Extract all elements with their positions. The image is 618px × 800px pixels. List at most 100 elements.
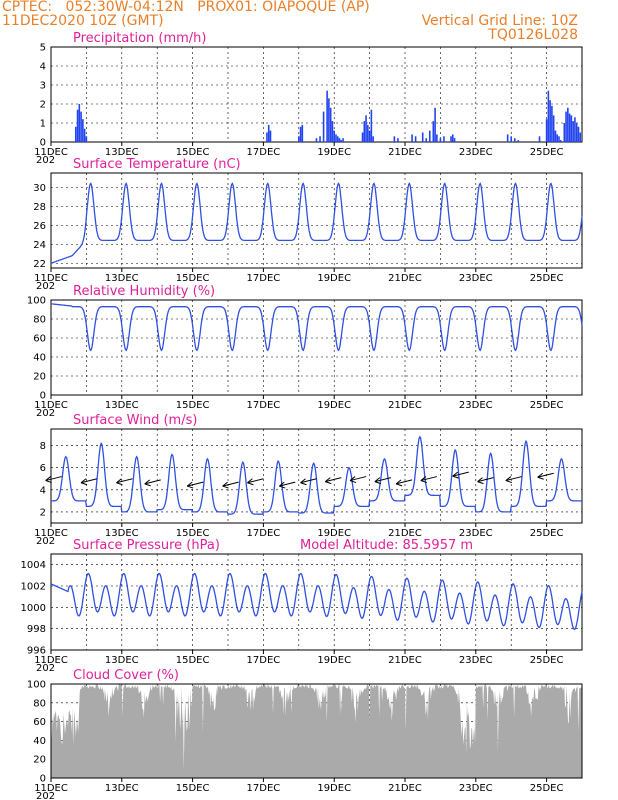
wind-speed-line [51, 435, 582, 515]
x-tick-label: 15DEC [176, 528, 210, 539]
x-tick-label: 17DEC [247, 783, 281, 794]
y-tick-label: 5 [40, 43, 46, 54]
precip-bar [361, 132, 364, 142]
panel-3: 0 20 40 60 80 100 11DEC 13DEC 15DEC 17DEC 19DEC 21D… [27, 284, 583, 419]
x-tick-label: 11DEC [34, 655, 68, 666]
y-tick-label: 24 [33, 240, 46, 251]
precip-bar [301, 124, 304, 142]
year-label: 202 [36, 791, 55, 800]
panel-1: 0 1 2 3 4 5 11DEC 13DEC 15DEC 17DEC 19DEC 21DEC 23DE… [34, 31, 583, 166]
precip-bar [326, 90, 328, 142]
precip-bar [328, 98, 330, 142]
precip-bar [414, 136, 417, 142]
precip-bar [556, 134, 559, 142]
x-tick-label: 11DEC [34, 147, 68, 158]
cloud-area [51, 684, 582, 778]
wind-vector-head [420, 476, 428, 484]
x-tick-label: 15DEC [176, 273, 210, 284]
wind-vector-head [349, 476, 357, 484]
precip-bar [319, 136, 321, 142]
x-tick-label: 25DEC [530, 400, 564, 411]
x-tick-label: 13DEC [105, 528, 139, 539]
header-date: 11DEC2020 10Z (GMT) [2, 13, 164, 29]
x-tick-label: 11DEC [34, 273, 68, 284]
precip-bar [74, 126, 77, 142]
wind-vector [279, 481, 296, 487]
precip-bar [552, 115, 555, 142]
panel-2: 22 24 26 28 30 11DEC 13DEC 15DEC 17DEC 19DEC 21DEC… [33, 157, 583, 292]
wind-vector [349, 476, 367, 482]
x-tick-label: 25DEC [530, 273, 564, 284]
precip-bar [563, 123, 566, 142]
x-tick-label: 15DEC [176, 147, 210, 158]
panel-frame [50, 683, 583, 779]
precip-bar [83, 128, 86, 142]
panel-frame [50, 553, 583, 651]
y-tick-label: 1 [40, 119, 46, 130]
precip-bar [558, 136, 560, 142]
wind-vector-head [80, 478, 88, 486]
precip-bar [298, 136, 300, 142]
panel-title: Surface Wind (m/s) [73, 413, 197, 428]
panel-frame [50, 428, 583, 524]
x-tick-label: 23DEC [459, 783, 493, 794]
precip-bar [428, 130, 431, 142]
wind-vector [420, 476, 437, 482]
precip-bar [85, 136, 88, 142]
wind-vector-head [247, 478, 254, 486]
precip-bar [315, 138, 318, 142]
wind-vector [374, 477, 391, 483]
precip-bar [267, 124, 270, 142]
wind-vector-head [45, 476, 52, 484]
precip-bar [570, 115, 573, 142]
wind-vector [144, 479, 161, 485]
x-tick-label: 25DEC [530, 783, 564, 794]
precip-bar [335, 134, 337, 142]
y-tick-label: 6 [40, 463, 46, 474]
precip-bar [517, 140, 520, 142]
precip-bar [76, 109, 79, 142]
precip-bar [451, 134, 454, 142]
precip-bar [370, 109, 373, 142]
precip-bar [538, 136, 541, 142]
precip-bar [342, 138, 344, 142]
x-tick-label: 25DEC [530, 528, 564, 539]
precip-bar [338, 138, 341, 142]
year-label: 202 [36, 663, 55, 674]
x-tick-label: 17DEC [247, 528, 281, 539]
y-tick-label: 30 [33, 183, 46, 194]
x-tick-label: 19DEC [317, 273, 351, 284]
panel-title: Precipitation (mm/h) [73, 31, 206, 46]
y-tick-label: 26 [33, 221, 46, 232]
precip-bar [436, 134, 438, 142]
precip-bar [577, 126, 580, 142]
y-tick-label: 40 [33, 353, 46, 364]
x-tick-label: 15DEC [176, 783, 210, 794]
x-tick-label: 15DEC [176, 400, 210, 411]
precip-bar [554, 130, 557, 142]
precip-bar [559, 140, 562, 142]
precip-bar [82, 119, 84, 142]
x-tick-label: 21DEC [388, 273, 422, 284]
wind-vector-head [395, 479, 403, 487]
wind-vector-head [505, 476, 512, 484]
y-tick-label: 1004 [21, 560, 46, 571]
precip-bar [510, 136, 512, 142]
precip-bar [450, 136, 452, 142]
wind-vector-head [477, 477, 484, 485]
y-tick-label: 28 [33, 202, 46, 213]
x-tick-label: 13DEC [105, 400, 139, 411]
precip-bar [372, 136, 374, 142]
panel-title: Cloud Cover (%) [73, 668, 179, 683]
y-tick-label: 8 [40, 441, 46, 452]
humidity-line [50, 303, 583, 352]
y-tick-label: 4 [40, 62, 46, 73]
precip-bar [299, 126, 302, 142]
precip-bar [425, 138, 428, 142]
x-tick-label: 13DEC [105, 147, 139, 158]
wind-vector [395, 479, 413, 485]
y-tick-label: 0 [40, 774, 46, 785]
wind-vector-head [116, 478, 123, 486]
wind-vector-head [452, 471, 459, 479]
precip-bar [549, 100, 551, 142]
